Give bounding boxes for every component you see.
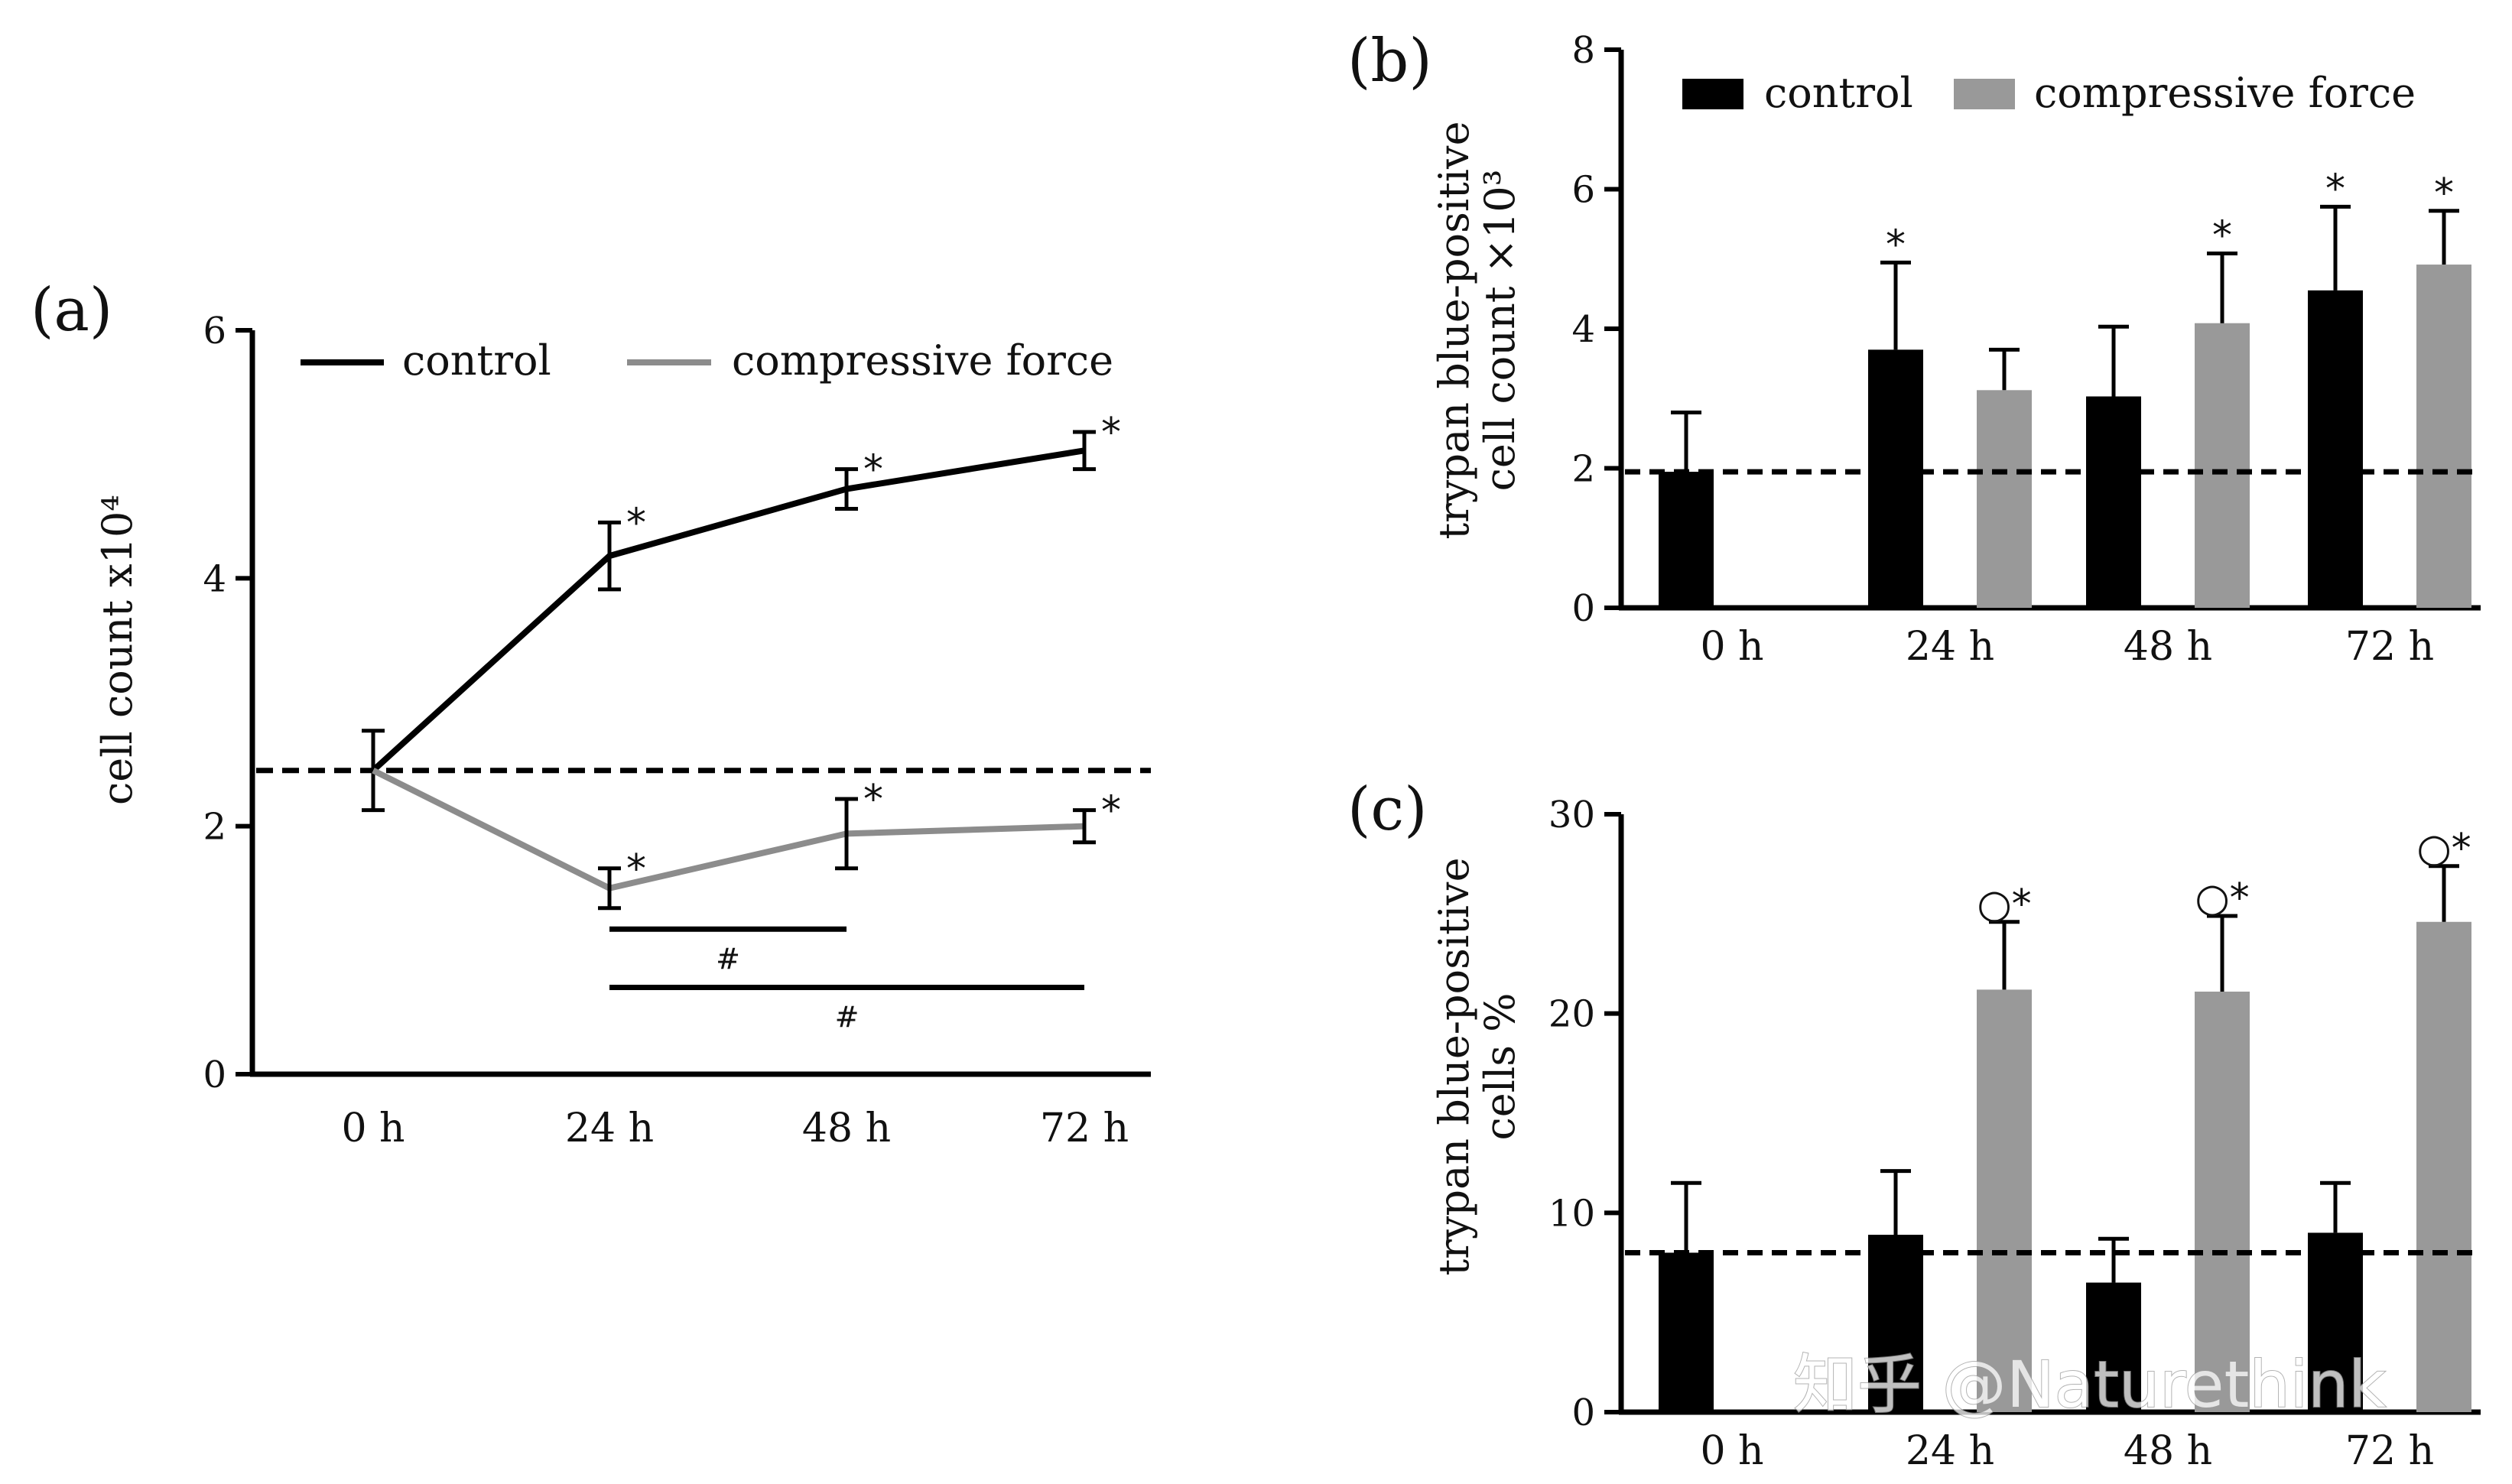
panel-b-y-tick-label: 2 [1571, 448, 1595, 491]
bar-control [2086, 1282, 2141, 1412]
significance-marker-compressive-force: * [863, 777, 883, 823]
significance-marker-compressive-force: * [1101, 788, 1121, 834]
panel-c-x-tick-label: 72 h [2345, 1428, 2434, 1474]
panel-b-x-tick-label: 48 h [2124, 624, 2212, 670]
panel-b-y-axis-title-line2: cell count ×10³ [1476, 170, 1524, 492]
panel-c-y-tick-label: 30 [1548, 794, 1595, 836]
bar-control [2308, 290, 2363, 608]
panel-a-y-tick-label: 4 [203, 557, 226, 600]
panel-c-x-tick-label: 24 h [1906, 1428, 1994, 1474]
panel-a-x-tick-label: 72 h [1040, 1106, 1129, 1151]
bar-compressive-force [1977, 989, 2032, 1412]
panel-a-y-axis-title: cell count x10⁴ [93, 495, 141, 805]
panel-c-bar-chart: (c) trypan blue-positive cells % 0 10 20 30… [1347, 775, 2481, 1474]
legend-label-control: control [1764, 69, 1913, 117]
bar-compressive-force [2195, 991, 2250, 1412]
legend-swatch-control [1682, 79, 1743, 109]
panel-b-x-tick-label: 24 h [1906, 624, 1994, 670]
significance-marker-control: * [1886, 222, 1906, 268]
panel-c-y-tick-label: 20 [1548, 993, 1595, 1036]
panel-a-y-tick-label: 6 [203, 310, 226, 352]
panel-b-y-axis-title: trypan blue-positive cell count ×10³ [1430, 121, 1524, 539]
panel-b-x-tick-label: 72 h [2345, 624, 2434, 670]
panel-a-x-tick-label: 24 h [565, 1106, 654, 1151]
comparison-bracket-label: # [716, 942, 740, 976]
panel-a-legend: control compressive force [301, 336, 1113, 385]
panel-c-x-tick-label: 48 h [2124, 1428, 2212, 1474]
panel-c-x-tick-label: 0 h [1700, 1428, 1763, 1474]
panel-b-y-tick-label: 6 [1571, 169, 1595, 212]
bar-compressive-force [2195, 323, 2250, 608]
significance-marker-control: * [1101, 410, 1121, 456]
bar-control [1868, 349, 1923, 608]
legend-label-compressive-force: compressive force [732, 336, 1113, 385]
panel-b-legend: control compressive force [1682, 69, 2416, 117]
panel-b-y-axis-title-line1: trypan blue-positive [1430, 121, 1478, 539]
significance-marker-compressive-force: * [2212, 213, 2232, 258]
comparison-bracket-label: # [835, 1000, 860, 1034]
panel-a-label: (a) [31, 276, 112, 345]
panel-b-bar-chart: (b) trypan blue-positive cell count ×10³… [1347, 27, 2481, 670]
panel-b-y-tick-label: 0 [1571, 587, 1595, 630]
panel-c-y-axis-title-line2: cells % [1476, 993, 1524, 1141]
bar-control [2086, 396, 2141, 608]
bar-compressive-force [1977, 390, 2032, 608]
legend-label-compressive-force: compressive force [2034, 69, 2416, 117]
significance-marker-control: * [2325, 166, 2345, 212]
watermark: 知乎 @Naturethink [1793, 1347, 2386, 1422]
significance-marker-control: * [626, 500, 646, 546]
bar-control [2308, 1232, 2363, 1412]
significance-marker-compressive-force: ○* [2416, 826, 2471, 872]
series-line-control [371, 447, 1085, 773]
bar-compressive-force [2416, 921, 2471, 1412]
legend-label-control: control [402, 336, 551, 385]
panel-b-y-tick-label: 8 [1571, 29, 1595, 72]
panel-c-y-tick-label: 10 [1548, 1192, 1595, 1235]
bar-control [1659, 1252, 1714, 1412]
panel-b-y-tick-label: 4 [1571, 308, 1595, 351]
bar-control [1659, 472, 1714, 608]
series-line-compressive-force [372, 768, 1085, 891]
bar-compressive-force [2416, 265, 2471, 608]
legend-swatch-compressive-force [1954, 79, 2015, 109]
panel-b-label: (b) [1347, 27, 1432, 96]
panel-a-y-tick-label: 0 [203, 1054, 226, 1096]
panel-c-y-tick-label: 0 [1571, 1391, 1595, 1434]
panel-a-x-tick-label: 48 h [802, 1106, 891, 1151]
significance-marker-compressive-force: * [626, 846, 646, 892]
significance-marker-compressive-force: ○* [1977, 882, 2031, 927]
panel-b-x-tick-label: 0 h [1700, 624, 1763, 670]
panel-a-line-chart: (a) cell count x10⁴ 0 2 4 6 0 h 24 h 48 h 72 h… [31, 276, 1151, 1151]
panel-c-label: (c) [1347, 775, 1428, 844]
significance-marker-compressive-force: ○* [2195, 875, 2249, 921]
panel-c-y-axis-title: trypan blue-positive cells % [1430, 857, 1524, 1275]
panel-a-y-tick-label: 2 [203, 806, 226, 849]
significance-marker-compressive-force: * [2434, 170, 2454, 216]
panel-a-x-tick-label: 0 h [341, 1106, 405, 1151]
bar-control [1868, 1235, 1923, 1412]
panel-c-y-axis-title-line1: trypan blue-positive [1430, 857, 1478, 1275]
significance-marker-control: * [863, 447, 883, 493]
